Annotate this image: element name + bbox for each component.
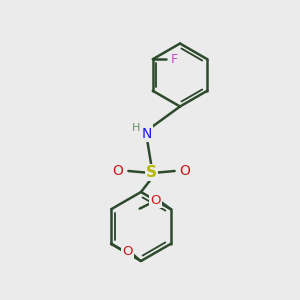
- Text: H: H: [132, 123, 140, 133]
- Text: N: N: [142, 127, 152, 140]
- Text: F: F: [171, 53, 178, 66]
- Text: O: O: [112, 164, 123, 178]
- Text: S: S: [146, 165, 157, 180]
- Text: O: O: [150, 194, 160, 207]
- Text: O: O: [180, 164, 190, 178]
- Text: O: O: [122, 245, 133, 258]
